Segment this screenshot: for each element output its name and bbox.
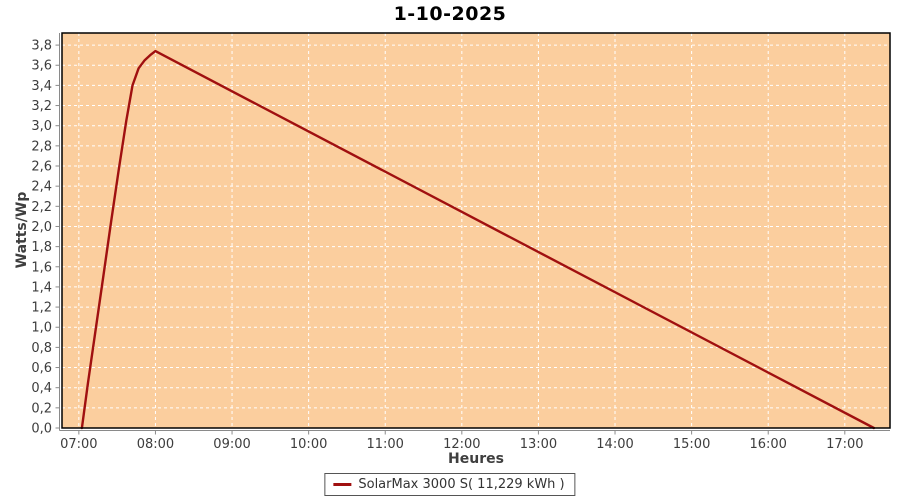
- y-tick-label: 0,6: [31, 361, 52, 376]
- y-tick-label: 3,4: [31, 79, 52, 94]
- y-tick-label: 2,4: [31, 180, 52, 195]
- chart-title: 1-10-2025: [393, 3, 507, 25]
- y-tick-label: 2,2: [31, 200, 52, 215]
- y-tick-label: 0,8: [31, 341, 52, 356]
- y-tick-label: 1,8: [31, 240, 52, 255]
- x-tick-label: 09:00: [213, 437, 250, 452]
- x-tick-label: 13:00: [520, 437, 557, 452]
- x-tick-label: 14:00: [596, 437, 633, 452]
- x-tick-label: 07:00: [60, 437, 97, 452]
- legend-label: SolarMax 3000 S( 11,229 kWh ): [358, 477, 565, 492]
- y-tick-label: 3,2: [31, 99, 52, 114]
- y-tick-label: 0,0: [31, 422, 52, 437]
- y-tick-label: 0,2: [31, 401, 52, 416]
- plot-border: [61, 32, 891, 429]
- plot-area: [62, 33, 890, 428]
- y-axis-label: Watts/Wp: [14, 191, 30, 269]
- chart-legend: SolarMax 3000 S( 11,229 kWh ): [324, 473, 576, 496]
- y-tick-label: 1,6: [31, 260, 52, 275]
- x-tick-label: 12:00: [443, 437, 480, 452]
- x-tick-label: 17:00: [826, 437, 863, 452]
- y-tick-label: 3,6: [31, 59, 52, 74]
- y-tick-label: 3,8: [31, 39, 52, 54]
- series-line: [80, 49, 876, 430]
- x-tick-label: 11:00: [366, 437, 403, 452]
- legend-line-swatch: [333, 483, 352, 486]
- y-tick-label: 2,8: [31, 139, 52, 154]
- y-tick-label: 0,4: [31, 381, 52, 396]
- x-tick-label: 08:00: [137, 437, 174, 452]
- y-tick-label: 2,6: [31, 160, 52, 175]
- x-tick-label: 10:00: [290, 437, 327, 452]
- x-tick-label: 15:00: [673, 437, 710, 452]
- y-tick-label: 3,0: [31, 119, 52, 134]
- x-axis-label: Heures: [448, 451, 504, 467]
- y-tick-label: 1,2: [31, 301, 52, 316]
- y-tick-label: 2,0: [31, 220, 52, 235]
- y-tick-label: 1,4: [31, 280, 52, 295]
- y-tick-label: 1,0: [31, 321, 52, 336]
- x-tick-label: 16:00: [749, 437, 786, 452]
